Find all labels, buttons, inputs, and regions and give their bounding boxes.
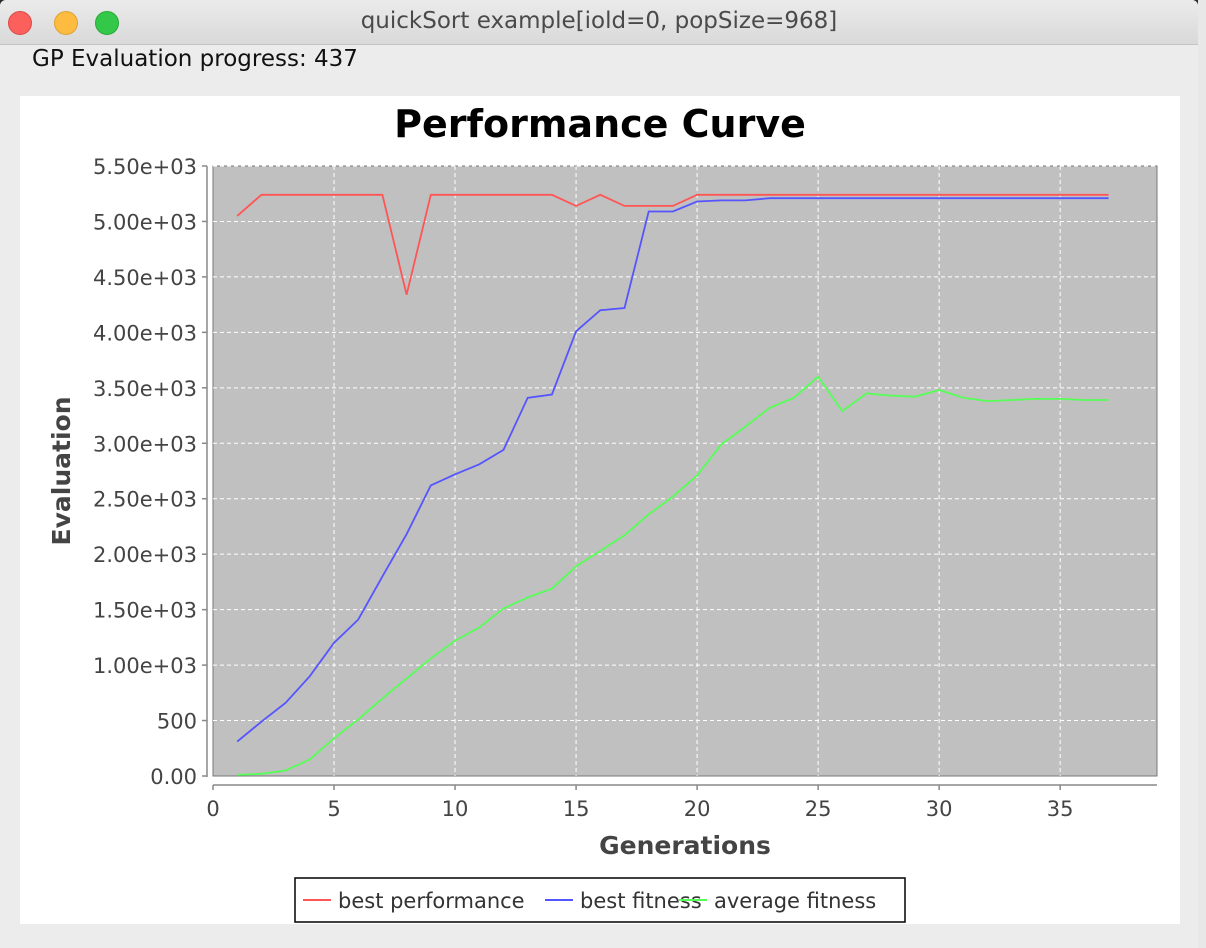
performance-chart: Performance Curve 0.00 500 1.00e+03 1.50e+0… <box>47 102 1158 923</box>
x-tick-label: 30 <box>926 797 953 821</box>
minimize-window-button[interactable] <box>54 11 78 35</box>
grid-lines <box>213 165 1157 776</box>
series-lines <box>236 193 1109 776</box>
y-tick-label: 4.00e+03 <box>93 321 197 345</box>
x-tick-label: 35 <box>1047 797 1074 821</box>
x-axis-label: Generations <box>599 831 771 860</box>
maximize-window-button[interactable] <box>95 11 119 35</box>
background-window-edge <box>1198 0 1206 948</box>
y-tick-label: 4.50e+03 <box>93 266 197 290</box>
y-tick-label: 0.00 <box>150 765 197 789</box>
chart-panel: Performance Curve 0.00 500 1.00e+03 1.50e+0… <box>20 96 1180 924</box>
series-line-average-fitness <box>237 375 1109 776</box>
axis-labels: Generations Evaluation <box>47 397 771 860</box>
x-tick-label: 5 <box>327 797 340 821</box>
legend-label: average fitness <box>714 889 876 913</box>
y-tick-label: 5.50e+03 <box>93 155 197 179</box>
x-tick-label: 20 <box>684 797 711 821</box>
y-tick-label: 2.50e+03 <box>93 488 197 512</box>
axes: 0.00 500 1.00e+03 1.50e+03 2.00e+03 2.50e+03 3… <box>93 155 1157 821</box>
close-window-button[interactable] <box>8 11 32 35</box>
plot-area <box>212 165 1158 777</box>
progress-label: GP Evaluation progress: 437 <box>32 46 358 72</box>
y-tick-label: 2.00e+03 <box>93 543 197 567</box>
window-title: quickSort example[iold=0, popSize=968] <box>360 8 838 34</box>
y-tick-label: 1.50e+03 <box>93 599 197 623</box>
x-tick-label: 25 <box>805 797 832 821</box>
y-tick-label: 5.00e+03 <box>93 210 197 234</box>
x-tick-label: 15 <box>563 797 590 821</box>
y-axis-label: Evaluation <box>47 397 76 546</box>
y-tick-label: 3.50e+03 <box>93 377 197 401</box>
series-line-best-fitness <box>236 197 1109 743</box>
legend-box <box>294 877 906 923</box>
series-line-best-performance <box>236 193 1109 295</box>
chart-title: Performance Curve <box>394 102 806 146</box>
chart-legend: best performance best fitness average fitn… <box>294 877 906 923</box>
x-tick-label: 10 <box>442 797 469 821</box>
legend-label: best performance <box>338 889 525 913</box>
y-tick-label: 3.00e+03 <box>93 432 197 456</box>
y-tick-label: 1.00e+03 <box>93 654 197 678</box>
y-tick-label: 500 <box>157 710 197 734</box>
x-tick-label: 0 <box>206 797 219 821</box>
title-bar: quickSort example[iold=0, popSize=968] <box>0 0 1198 45</box>
